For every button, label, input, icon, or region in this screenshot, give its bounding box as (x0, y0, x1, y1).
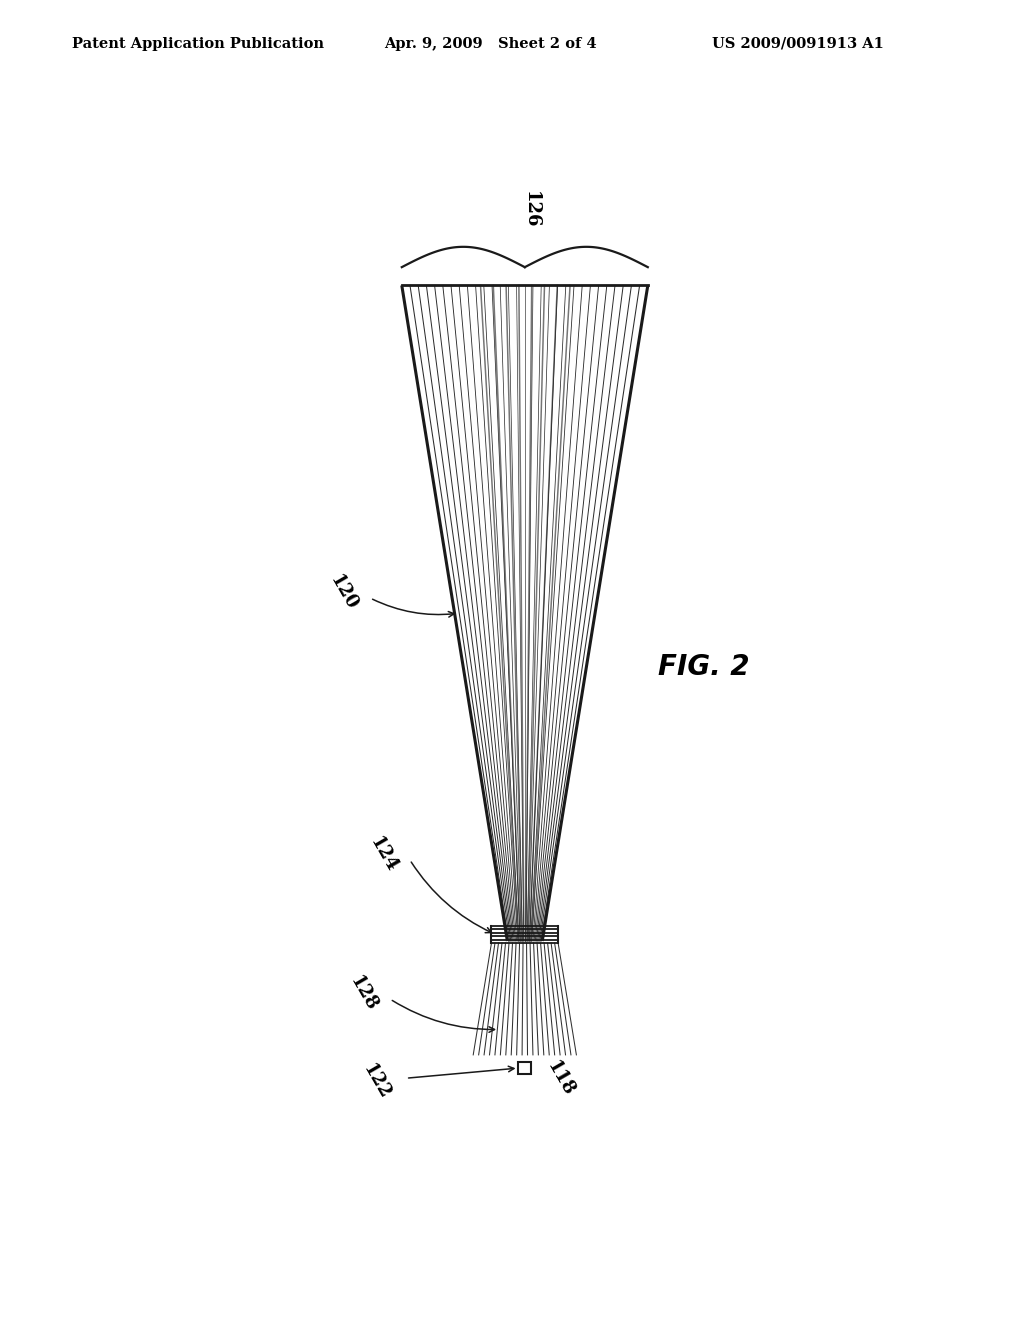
Text: 120: 120 (326, 572, 360, 614)
Text: Apr. 9, 2009   Sheet 2 of 4: Apr. 9, 2009 Sheet 2 of 4 (384, 37, 597, 50)
Text: US 2009/0091913 A1: US 2009/0091913 A1 (712, 37, 884, 50)
Text: Patent Application Publication: Patent Application Publication (72, 37, 324, 50)
Bar (518, 1063, 531, 1073)
Text: FIG. 2: FIG. 2 (657, 652, 750, 681)
Text: 118: 118 (543, 1057, 578, 1100)
Text: 122: 122 (359, 1060, 394, 1102)
Text: 128: 128 (346, 973, 380, 1015)
Text: 124: 124 (366, 834, 400, 875)
Text: 126: 126 (521, 191, 540, 228)
